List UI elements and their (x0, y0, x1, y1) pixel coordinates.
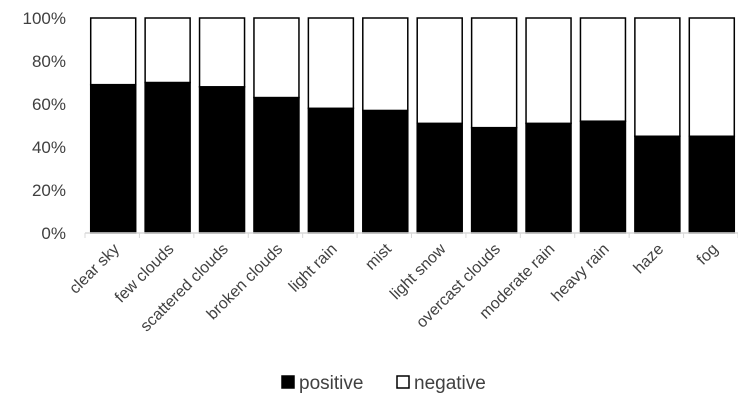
bar-segment-negative (470, 17, 518, 129)
x-category-label: light rain (286, 241, 341, 296)
legend-label-negative: negative (414, 373, 486, 394)
bar-segment-negative (307, 17, 355, 110)
bar-segment-negative (144, 17, 191, 84)
bar-segment-negative (525, 17, 572, 125)
bar-segment-negative (89, 17, 137, 86)
y-tick-label: 20% (32, 181, 66, 200)
y-tick-label: 40% (32, 138, 66, 157)
bar-segment-positive (362, 109, 409, 234)
x-category-label: haze (631, 241, 668, 278)
bar-segment-positive (144, 81, 191, 234)
bar-segment-positive (525, 122, 572, 234)
x-category-label: clear sky (66, 241, 123, 298)
x-category-label: heavy rain (549, 241, 613, 305)
bar-segment-negative (579, 17, 627, 122)
x-category-label: mist (362, 240, 395, 273)
bar-segment-positive (253, 96, 300, 234)
bar-segment-positive (416, 122, 463, 234)
bar-segment-negative (688, 17, 736, 137)
bar-segment-positive (470, 126, 518, 234)
y-tick-label: 60% (32, 95, 66, 114)
bar-segment-positive (307, 107, 355, 234)
bar-segment-negative (416, 17, 463, 125)
bar-segment-positive (634, 135, 681, 234)
bar-segment-negative (198, 17, 246, 88)
bars (89, 17, 736, 234)
bar-segment-negative (253, 17, 300, 99)
bar-segment-positive (198, 86, 246, 234)
legend-swatch-positive (281, 375, 295, 389)
y-tick-label: 0% (41, 224, 66, 243)
bar-segment-positive (579, 120, 627, 234)
bar-segment-positive (89, 83, 137, 234)
y-axis: 0% 20% 40% 60% 80% 100% (23, 9, 66, 243)
bar-segment-positive (688, 135, 736, 234)
y-tick-label: 100% (23, 9, 66, 28)
legend-swatch-negative (396, 375, 410, 389)
y-tick-label: 80% (32, 52, 66, 71)
x-category-label: fog (694, 241, 722, 269)
bar-segment-negative (362, 17, 409, 112)
legend-label-positive: positive (299, 373, 363, 394)
bar-segment-negative (634, 17, 681, 137)
legend: positive negative (281, 373, 486, 394)
